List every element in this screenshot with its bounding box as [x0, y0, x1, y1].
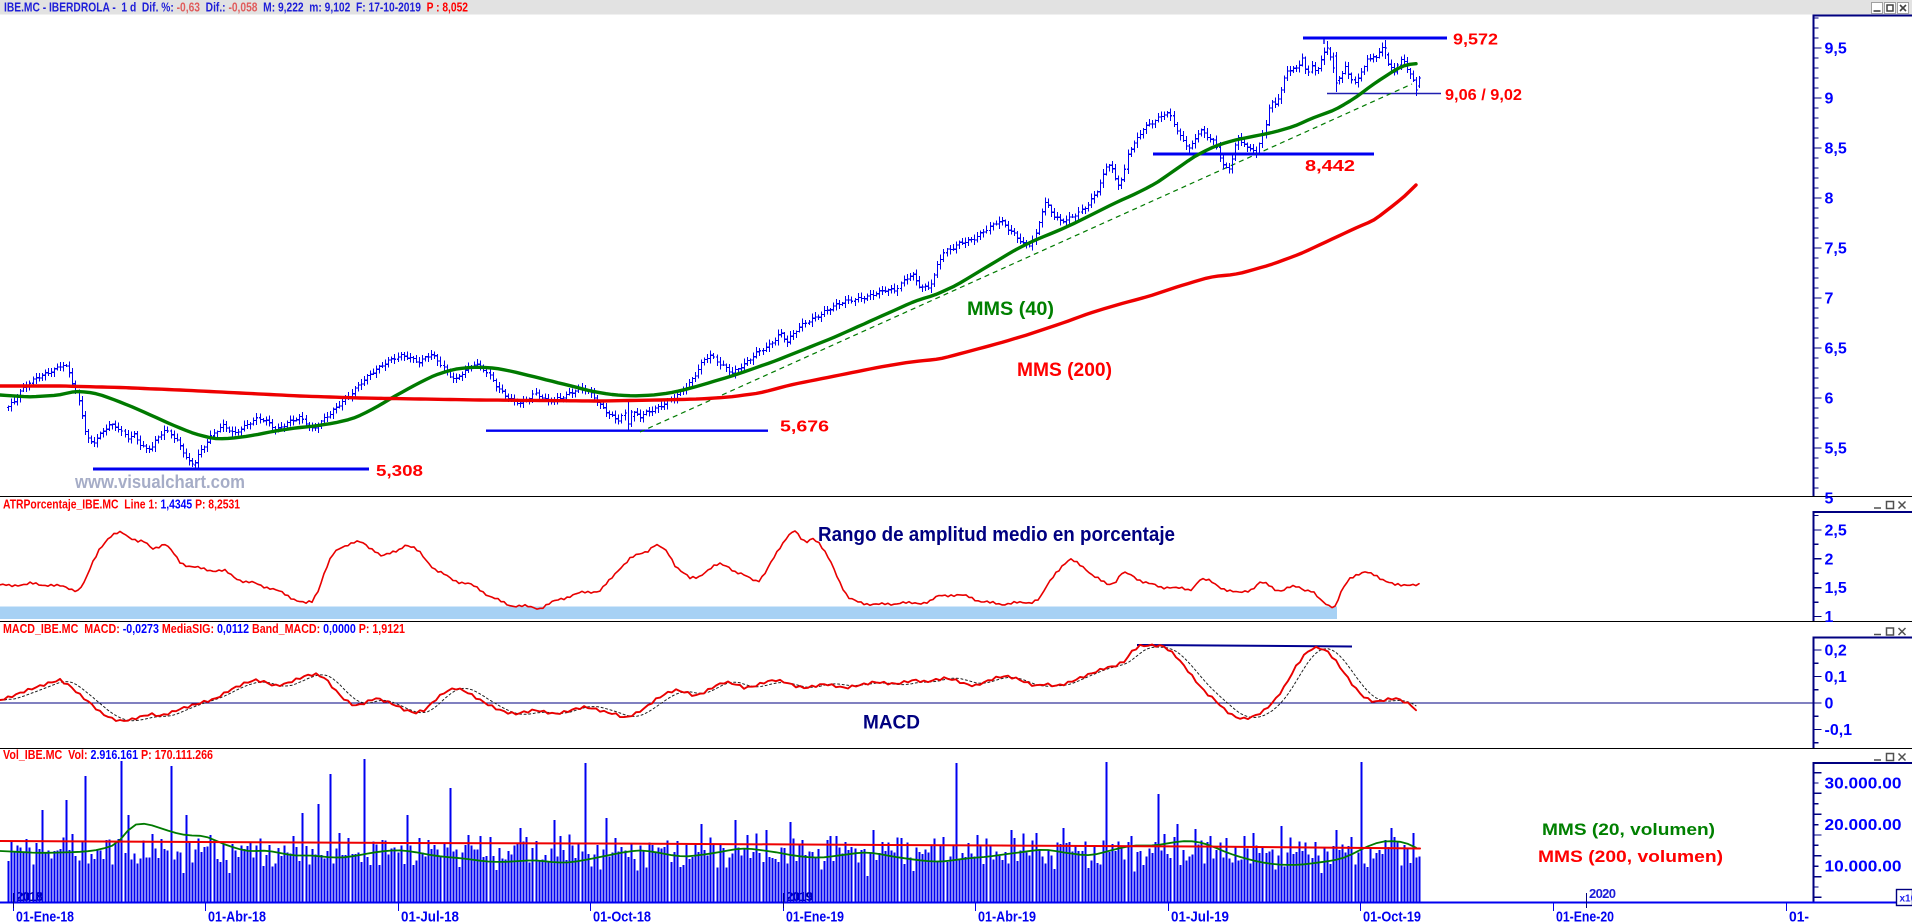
svg-text:-0,1: -0,1 — [1825, 722, 1853, 739]
svg-text:20.000.00: 20.000.00 — [1825, 817, 1902, 834]
svg-text:8: 8 — [1825, 191, 1834, 208]
svg-text:1,5: 1,5 — [1825, 580, 1847, 597]
svg-text:01-Oct-19: 01-Oct-19 — [1363, 909, 1421, 922]
svg-text:ATRPorcentaje_IBE.MC Line 1:: ATRPorcentaje_IBE.MC Line 1: 1,4345 P: 8… — [3, 498, 240, 512]
svg-text:MMS (200): MMS (200) — [1017, 360, 1112, 381]
svg-text:30.000.00: 30.000.00 — [1825, 776, 1902, 793]
svg-text:x10: x10 — [1900, 894, 1912, 905]
svg-text:MMS (200, volumen): MMS (200, volumen) — [1538, 847, 1723, 866]
svg-text:Rango de amplitud medio en por: Rango de amplitud medio en porcentaje — [818, 523, 1175, 546]
svg-text:5,308: 5,308 — [376, 463, 423, 480]
svg-text:01-Ene-20: 01-Ene-20 — [1556, 909, 1614, 922]
svg-text:6,5: 6,5 — [1825, 341, 1847, 358]
svg-text:0,2: 0,2 — [1825, 643, 1847, 660]
svg-text:01-Ene-18: 01-Ene-18 — [16, 909, 74, 922]
svg-text:5: 5 — [1825, 491, 1834, 508]
svg-text:MMS (20, volumen): MMS (20, volumen) — [1542, 820, 1715, 839]
svg-text:0: 0 — [1825, 696, 1834, 713]
svg-text:1: 1 — [1825, 609, 1834, 626]
svg-text:9,572: 9,572 — [1453, 32, 1498, 49]
svg-text:MACD: MACD — [863, 713, 920, 734]
svg-text:01-: 01- — [1789, 909, 1809, 922]
svg-text:Vol_IBE.MC Vol: 2.916.161 P:: Vol_IBE.MC Vol: 2.916.161 P: 170.111.266 — [3, 748, 213, 762]
svg-text:01-Oct-18: 01-Oct-18 — [593, 909, 651, 922]
svg-text:10.000.00: 10.000.00 — [1825, 859, 1902, 876]
svg-text:01-Ene-19: 01-Ene-19 — [786, 909, 844, 922]
svg-text:7,5: 7,5 — [1825, 241, 1847, 258]
svg-text:8,5: 8,5 — [1825, 141, 1847, 158]
svg-text:2: 2 — [1825, 551, 1834, 568]
svg-text:9,06 / 9,02: 9,06 / 9,02 — [1445, 87, 1522, 104]
svg-text:01-Abr-19: 01-Abr-19 — [978, 909, 1036, 922]
svg-text:0,1: 0,1 — [1825, 669, 1847, 686]
svg-text:2020: 2020 — [1589, 886, 1616, 901]
svg-text:IBE.MC - IBERDROLA - 1 d Dif: IBE.MC - IBERDROLA - 1 d Dif. %: -0,63 D… — [4, 0, 468, 15]
svg-text:01-Jul-19: 01-Jul-19 — [1171, 909, 1229, 922]
svg-text:01-Abr-18: 01-Abr-18 — [208, 909, 266, 922]
svg-text:6: 6 — [1825, 391, 1834, 408]
svg-text:9,5: 9,5 — [1825, 41, 1847, 58]
svg-text:8,442: 8,442 — [1305, 158, 1355, 175]
svg-text:2,5: 2,5 — [1825, 523, 1847, 540]
svg-text:www.visualchart.com: www.visualchart.com — [74, 472, 245, 492]
svg-text:MMS (40): MMS (40) — [967, 299, 1054, 320]
svg-text:5,5: 5,5 — [1825, 441, 1847, 458]
svg-text:9: 9 — [1825, 91, 1834, 108]
svg-text:01-Jul-18: 01-Jul-18 — [401, 909, 459, 922]
svg-text:5,676: 5,676 — [780, 419, 829, 436]
svg-text:7: 7 — [1825, 291, 1834, 308]
svg-text:MACD_IBE.MC MACD: -0,0273 Med: MACD_IBE.MC MACD: -0,0273 MediaSIG: 0,01… — [3, 622, 405, 636]
